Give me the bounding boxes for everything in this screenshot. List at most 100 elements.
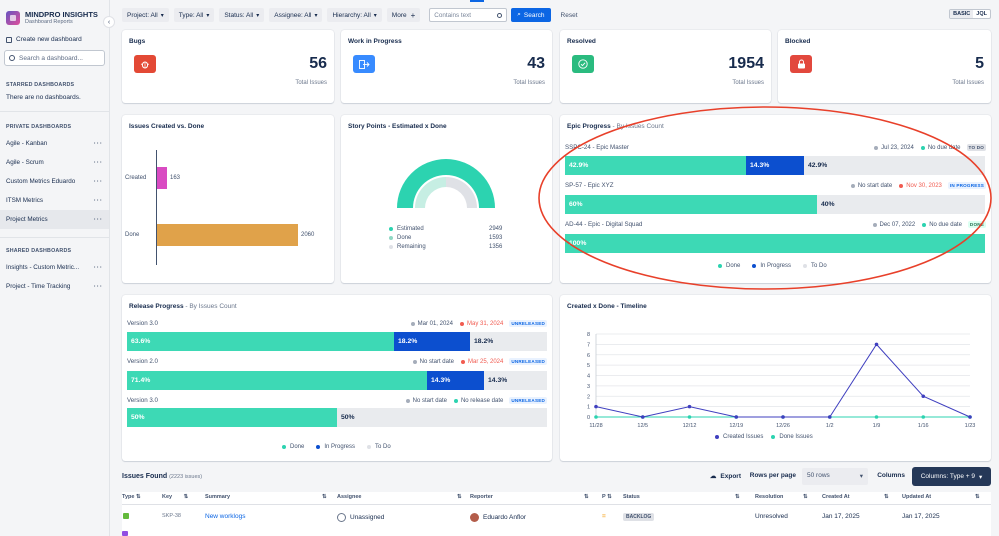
sort-icon[interactable]: ⇅ [457,494,462,500]
jql-mode-button[interactable]: JQL [976,11,987,17]
text-search-input[interactable]: Contains text [429,8,508,22]
col-type[interactable]: Type ⇅ [122,494,141,500]
legend-label: Estimated [397,226,424,232]
col-status[interactable]: Status [623,494,640,500]
rows-per-page-select[interactable]: 50 rows ▾ [802,468,868,485]
todo-segment: 50% [341,414,355,421]
col-assignee[interactable]: Assignee [337,494,361,500]
filter-label: Type: All [178,11,204,19]
done-label: Done [125,232,140,238]
reset-button[interactable]: Reset [560,11,578,19]
start-dot [874,145,879,150]
card-title: Epic Progress - By Issues Count [567,123,664,130]
col-reporter[interactable]: Reporter [470,494,493,500]
in-progress-segment: 14.3% [746,156,804,175]
project-filter[interactable]: Project: All ▾ [122,8,169,22]
kpi-card-blocked[interactable]: Blocked 5 Total Issues [778,30,991,103]
sidebar-item-custom-metrics[interactable]: Custom Metrics Eduardo ··· [0,172,109,191]
epic-meta: Dec 07, 2022 No due date DONE [866,221,986,228]
sidebar-item-project-metrics[interactable]: Project Metrics ··· [0,210,109,229]
col-updated[interactable]: Updated At [902,494,931,500]
more-icon[interactable]: ··· [93,159,103,166]
assignee-filter[interactable]: Assignee: All ▾ [269,8,323,22]
assignee[interactable]: Unassigned [337,513,384,522]
more-icon[interactable]: ··· [93,178,103,185]
sidebar: MINDPRO INSIGHTS Dashboard Reports Creat… [0,0,110,536]
epic-name[interactable]: SSPC-24 - Epic Master [565,144,629,151]
sidebar-item-agile-scrum[interactable]: Agile - Scrum ··· [0,153,109,172]
done-segment: 60% [565,195,817,214]
columns-label: Columns [877,472,905,479]
starred-header: STARRED DASHBOARDS [6,82,75,88]
epic-name[interactable]: AD-44 - Epic - Digital Squad [565,221,643,228]
col-priority[interactable]: P ⇅ [602,494,612,500]
search-button[interactable]: ⌕ Search [511,8,551,22]
legend-dot [389,227,393,231]
sort-icon[interactable]: ⇅ [584,494,589,500]
export-button[interactable]: ☁ Export [710,472,741,480]
basic-mode-button[interactable]: BASIC [950,10,974,18]
sort-icon[interactable]: ⇅ [322,494,327,500]
epic-name[interactable]: SP-57 - Epic XYZ [565,182,614,189]
col-label: Summary [205,494,231,500]
sort-icon[interactable]: ⇅ [803,494,808,500]
dashboard-search-input[interactable]: Search a dashboard... [4,50,105,66]
release-meta: No start date No release date UNRELEASED [399,397,547,404]
status-filter[interactable]: Status: All ▾ [219,8,265,22]
x-tick-label: 12/26 [776,423,790,429]
create-dashboard-link[interactable]: Create new dashboard [0,33,109,46]
data-point-done [874,415,879,419]
sort-icon[interactable]: ⇅ [975,494,980,500]
data-point-done [687,415,692,419]
type-filter[interactable]: Type: All ▾ [173,8,215,22]
sort-icon[interactable]: ⇅ [735,494,740,500]
sidebar-item-insights[interactable]: Insights - Custom Metric... ··· [0,258,109,277]
more-icon[interactable]: ··· [93,283,103,290]
col-summary[interactable]: Summary [205,494,230,500]
epic-progress-bar: 100% [565,234,985,253]
sidebar-item-label: Agile - Scrum [6,159,44,166]
col-resolution[interactable]: Resolution [755,494,783,500]
sort-icon[interactable]: ⇅ [884,494,889,500]
reporter[interactable]: Eduardo Anflor [470,513,526,522]
sidebar-item-itsm-metrics[interactable]: ITSM Metrics ··· [0,191,109,210]
release-progress-bar: 50% 50% [127,408,547,427]
collapse-sidebar-button[interactable]: ‹ [103,16,115,28]
bug-icon [134,55,156,73]
more-icon[interactable]: ··· [93,216,103,223]
hierarchy-filter[interactable]: Hierarchy: All ▾ [327,8,382,22]
sidebar-item-label: Project - Time Tracking [6,283,71,290]
start-date: Dec 07, 2022 [879,221,916,228]
issue-summary[interactable]: New worklogs [205,513,246,520]
release-name[interactable]: Version 2.0 [127,358,158,365]
release-name[interactable]: Version 3.0 [127,320,158,327]
col-key[interactable]: Key ⇅ [162,494,188,500]
chevron-left-icon: ‹ [107,18,111,26]
legend-value: 1356 [489,244,503,250]
more-icon[interactable]: ··· [93,140,103,147]
release-name[interactable]: Version 3.0 [127,397,158,404]
sidebar-item-label: Project Metrics [6,216,48,223]
col-created[interactable]: Created At [822,494,850,500]
release-meta: Mar 01, 2024 May 31, 2024 UNRELEASED [404,320,547,327]
kpi-card-bugs[interactable]: Bugs 56 Total Issues [122,30,334,103]
kpi-card-wip[interactable]: Work in Progress 43 Total Issues [341,30,552,103]
kpi-card-resolved[interactable]: Resolved 1954 Total Issues [560,30,771,103]
more-icon[interactable]: ··· [93,264,103,271]
in-progress-segment: 14.3% [427,371,484,390]
sidebar-item-time-tracking[interactable]: Project - Time Tracking ··· [0,277,109,296]
more-filters-button[interactable]: More + [386,8,421,22]
more-icon[interactable]: ··· [93,197,103,204]
sidebar-item-agile-kanban[interactable]: Agile - Kanban ··· [0,134,109,153]
legend-done: Done [389,235,411,241]
release-dot [459,321,464,326]
done-segment: 100% [565,234,985,253]
release-meta: No start date Mar 25, 2024 UNRELEASED [406,358,547,365]
columns-button[interactable]: Columns: Type + 9 ▾ [912,467,991,486]
start-date: No start date [857,182,893,189]
release-dot [453,398,458,403]
col-label: Type [122,494,135,500]
legend-dot [771,435,776,439]
reporter-avatar [470,513,479,522]
issue-key[interactable]: SKP-38 [162,513,181,519]
